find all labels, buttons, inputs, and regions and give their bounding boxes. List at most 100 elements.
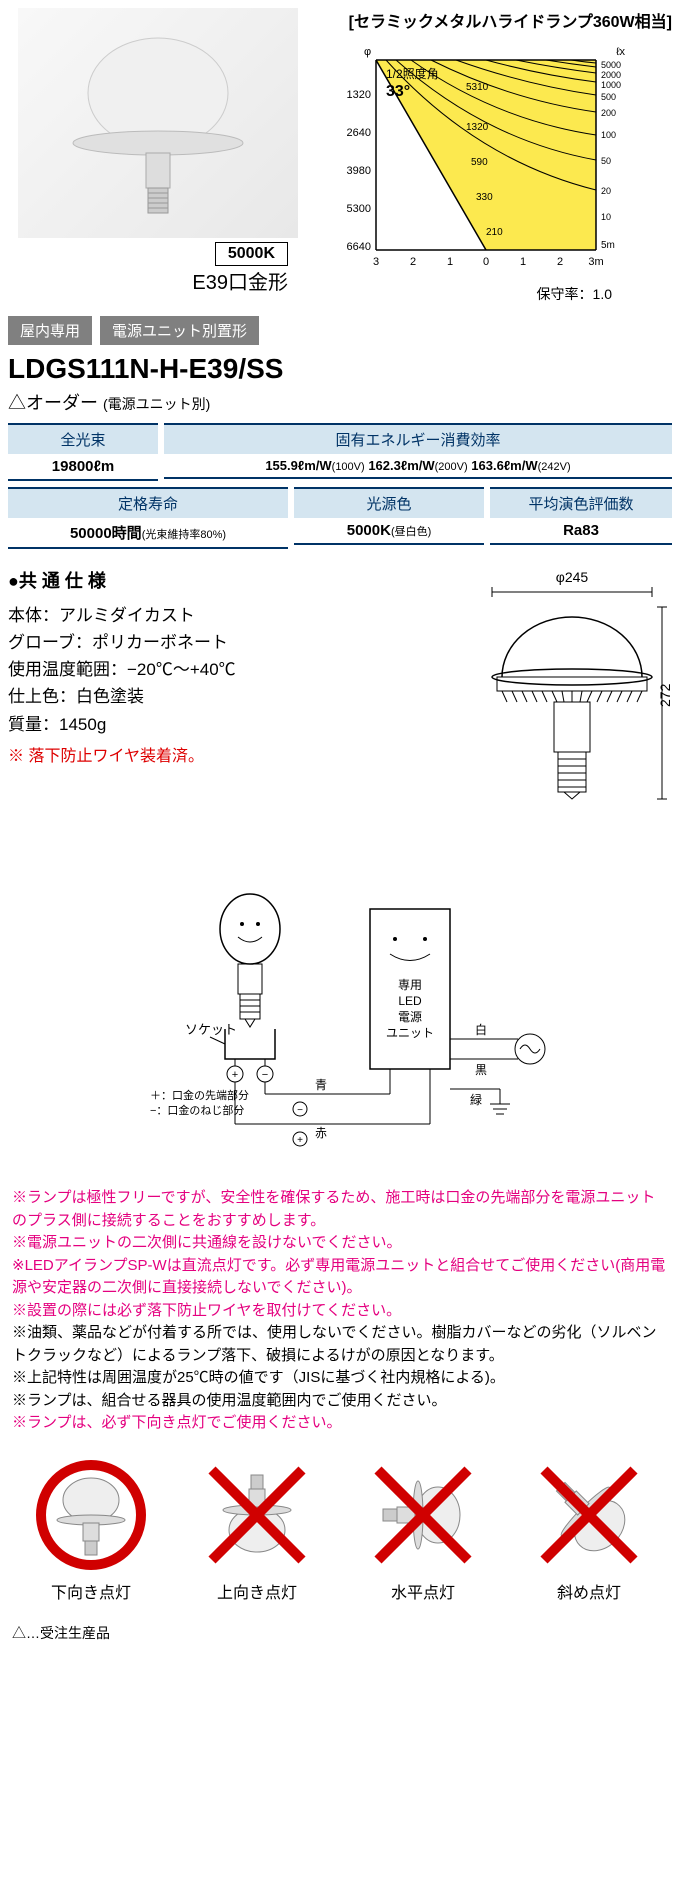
- order-note: △オーダー (電源ユニット別): [0, 389, 680, 423]
- svg-text:1/2照度角: 1/2照度角: [386, 66, 439, 81]
- svg-text:青: 青: [315, 1078, 327, 1092]
- svg-text:+: +: [297, 1135, 303, 1146]
- spec-val: 19800ℓm: [8, 454, 158, 481]
- common-spec-title: ●共 通 仕 様: [8, 567, 460, 596]
- product-image-block: 5000K E39口金形: [8, 8, 308, 304]
- svg-text:100: 100: [601, 130, 616, 140]
- svg-text:590: 590: [471, 157, 488, 168]
- maintain-rate: 保守率：1.0: [316, 284, 672, 304]
- svg-text:1: 1: [520, 256, 526, 268]
- warning-line: ※設置の際には必ず落下防止ワイヤを取付けてください。: [12, 1300, 668, 1323]
- svg-text:緑: 緑: [470, 1092, 482, 1107]
- svg-text:電源: 電源: [398, 1010, 422, 1024]
- svg-text:黒: 黒: [475, 1063, 487, 1077]
- svg-text:0: 0: [483, 256, 489, 268]
- svg-text:210: 210: [486, 227, 503, 238]
- spec-lifetime: 定格寿命 50000時間(光束維持率80%): [8, 487, 288, 549]
- spec-head: 固有エネルギー消費効率: [164, 423, 672, 454]
- orientation-label: 水平点灯: [391, 1579, 455, 1603]
- spec-globe: グローブ：ポリカーボネート: [8, 629, 460, 656]
- spec-mass: 質量：1450g: [8, 711, 460, 738]
- spec-luminous-flux: 全光束 19800ℓm: [8, 423, 158, 481]
- svg-text:LED: LED: [398, 994, 422, 1008]
- orientation-icon: [197, 1455, 317, 1575]
- spec-head: 平均演色評価数: [490, 487, 672, 518]
- spec-head: 定格寿命: [8, 487, 288, 518]
- svg-text:+: +: [232, 1069, 238, 1081]
- svg-text:5m: 5m: [601, 240, 615, 251]
- svg-text:33°: 33°: [386, 83, 410, 100]
- kelvin-badge: 5000K: [215, 242, 288, 266]
- svg-text:10: 10: [601, 212, 611, 222]
- svg-text:50: 50: [601, 156, 611, 166]
- warning-line: ※電源ユニットの二次側に共通線を設けないでください。: [12, 1232, 668, 1255]
- page-container: 5000K E39口金形 [セラミックメタルハライドランプ360W相当]: [0, 0, 680, 1651]
- tag-indoor: 屋内専用: [8, 316, 92, 345]
- svg-text:3m: 3m: [588, 256, 603, 268]
- svg-text:−: −: [297, 1105, 303, 1116]
- svg-text:ユニット: ユニット: [386, 1026, 434, 1040]
- orientation-icon: [31, 1455, 151, 1575]
- svg-text:ソケット: ソケット: [185, 1022, 237, 1037]
- spec-val: 50000時間(光束維持率80%): [8, 518, 288, 549]
- fall-wire-note: ※ 落下防止ワイヤ装着済。: [8, 744, 460, 770]
- warning-line: ※上記特性は周囲温度が25℃時の値です（JISに基づく社内規格による)。: [12, 1367, 668, 1390]
- orientation-label: 下向き点灯: [51, 1579, 131, 1603]
- product-photo: [18, 8, 298, 238]
- warnings-block: ※ランプは極性フリーですが、安全性を確保するため、施工時は口金の先端部分を電源ユ…: [0, 1179, 680, 1443]
- spec-finish: 仕上色：白色塗装: [8, 683, 460, 710]
- svg-text:6640: 6640: [347, 241, 371, 253]
- order-prefix: △オーダー: [8, 393, 98, 413]
- svg-text:1320: 1320: [347, 89, 371, 101]
- svg-text:5310: 5310: [466, 82, 489, 93]
- orientation-row: 下向き点灯 上向き点灯 水平点灯: [0, 1443, 680, 1615]
- tag-row: 屋内専用 電源ユニット別置形: [0, 312, 680, 349]
- spec-color-temp: 光源色 5000K(昼白色): [294, 487, 484, 549]
- spec-body-material: 本体：アルミダイカスト: [8, 602, 460, 629]
- svg-text:1320: 1320: [466, 122, 489, 133]
- warning-line: ※LEDアイランプSP-Wは直流点灯です。必ず専用電源ユニットと組合せてご使用く…: [12, 1255, 668, 1300]
- model-number: LDGS111N-H-E39/SS: [0, 349, 680, 389]
- svg-text:赤: 赤: [315, 1126, 327, 1140]
- svg-text:5000: 5000: [601, 60, 621, 70]
- svg-text:2000: 2000: [601, 70, 621, 80]
- svg-text:＋：口金の先端部分: ＋：口金の先端部分: [150, 1088, 249, 1102]
- svg-text:20: 20: [601, 186, 611, 196]
- orientation-label: 斜め点灯: [557, 1579, 621, 1603]
- svg-text:φ: φ: [364, 46, 371, 58]
- footer-note: △…受注生産品: [0, 1615, 680, 1651]
- chart-svg: 1320 2640 3980 5300 6640 3 2 1 0 1 2 3m …: [316, 40, 656, 280]
- svg-text:−：口金のねじ部分: −：口金のねじ部分: [150, 1103, 244, 1117]
- orientation-label: 上向き点灯: [217, 1579, 297, 1603]
- orientation-item: 水平点灯: [348, 1455, 498, 1603]
- svg-text:専用: 専用: [398, 978, 422, 992]
- orientation-item: 斜め点灯: [514, 1455, 664, 1603]
- svg-text:ℓx: ℓx: [616, 46, 626, 58]
- svg-text:272: 272: [657, 683, 672, 707]
- svg-text:2640: 2640: [347, 127, 371, 139]
- spec-val: 155.9ℓm/W(100V) 162.3ℓm/W(200V) 163.6ℓm/…: [164, 454, 672, 479]
- top-row: 5000K E39口金形 [セラミックメタルハライドランプ360W相当]: [0, 0, 680, 312]
- tag-psu: 電源ユニット別置形: [100, 316, 259, 345]
- orientation-item: 上向き点灯: [182, 1455, 332, 1603]
- svg-text:5300: 5300: [347, 203, 371, 215]
- orientation-item: 下向き点灯: [16, 1455, 166, 1603]
- svg-text:500: 500: [601, 92, 616, 102]
- spec-val: 5000K(昼白色): [294, 518, 484, 545]
- spec-val: Ra83: [490, 518, 672, 545]
- orientation-icon: [363, 1455, 483, 1575]
- svg-text:φ245: φ245: [556, 569, 589, 585]
- spec-efficacy: 固有エネルギー消費効率 155.9ℓm/W(100V) 162.3ℓm/W(20…: [164, 423, 672, 481]
- spec-head: 光源色: [294, 487, 484, 518]
- svg-text:330: 330: [476, 192, 493, 203]
- lamp-illustration: [58, 23, 258, 223]
- dimension-diagram: φ245: [472, 567, 672, 847]
- svg-text:3980: 3980: [347, 165, 371, 177]
- warning-line: ※ランプは、必ず下向き点灯でご使用ください。: [12, 1412, 668, 1435]
- wiring-diagram: ソケット + − ＋：口金の先端部分 −：口金のねじ部分 青 − 赤 + 専用 …: [0, 859, 680, 1179]
- warning-line: ※ランプは極性フリーですが、安全性を確保するため、施工時は口金の先端部分を電源ユ…: [12, 1187, 668, 1232]
- svg-text:1000: 1000: [601, 80, 621, 90]
- svg-text:2: 2: [557, 256, 563, 268]
- common-spec-text: ●共 通 仕 様 本体：アルミダイカスト グローブ：ポリカーボネート 使用温度範…: [8, 567, 460, 847]
- warning-line: ※ランプは、組合せる器具の使用温度範囲内でご使用ください。: [12, 1390, 668, 1413]
